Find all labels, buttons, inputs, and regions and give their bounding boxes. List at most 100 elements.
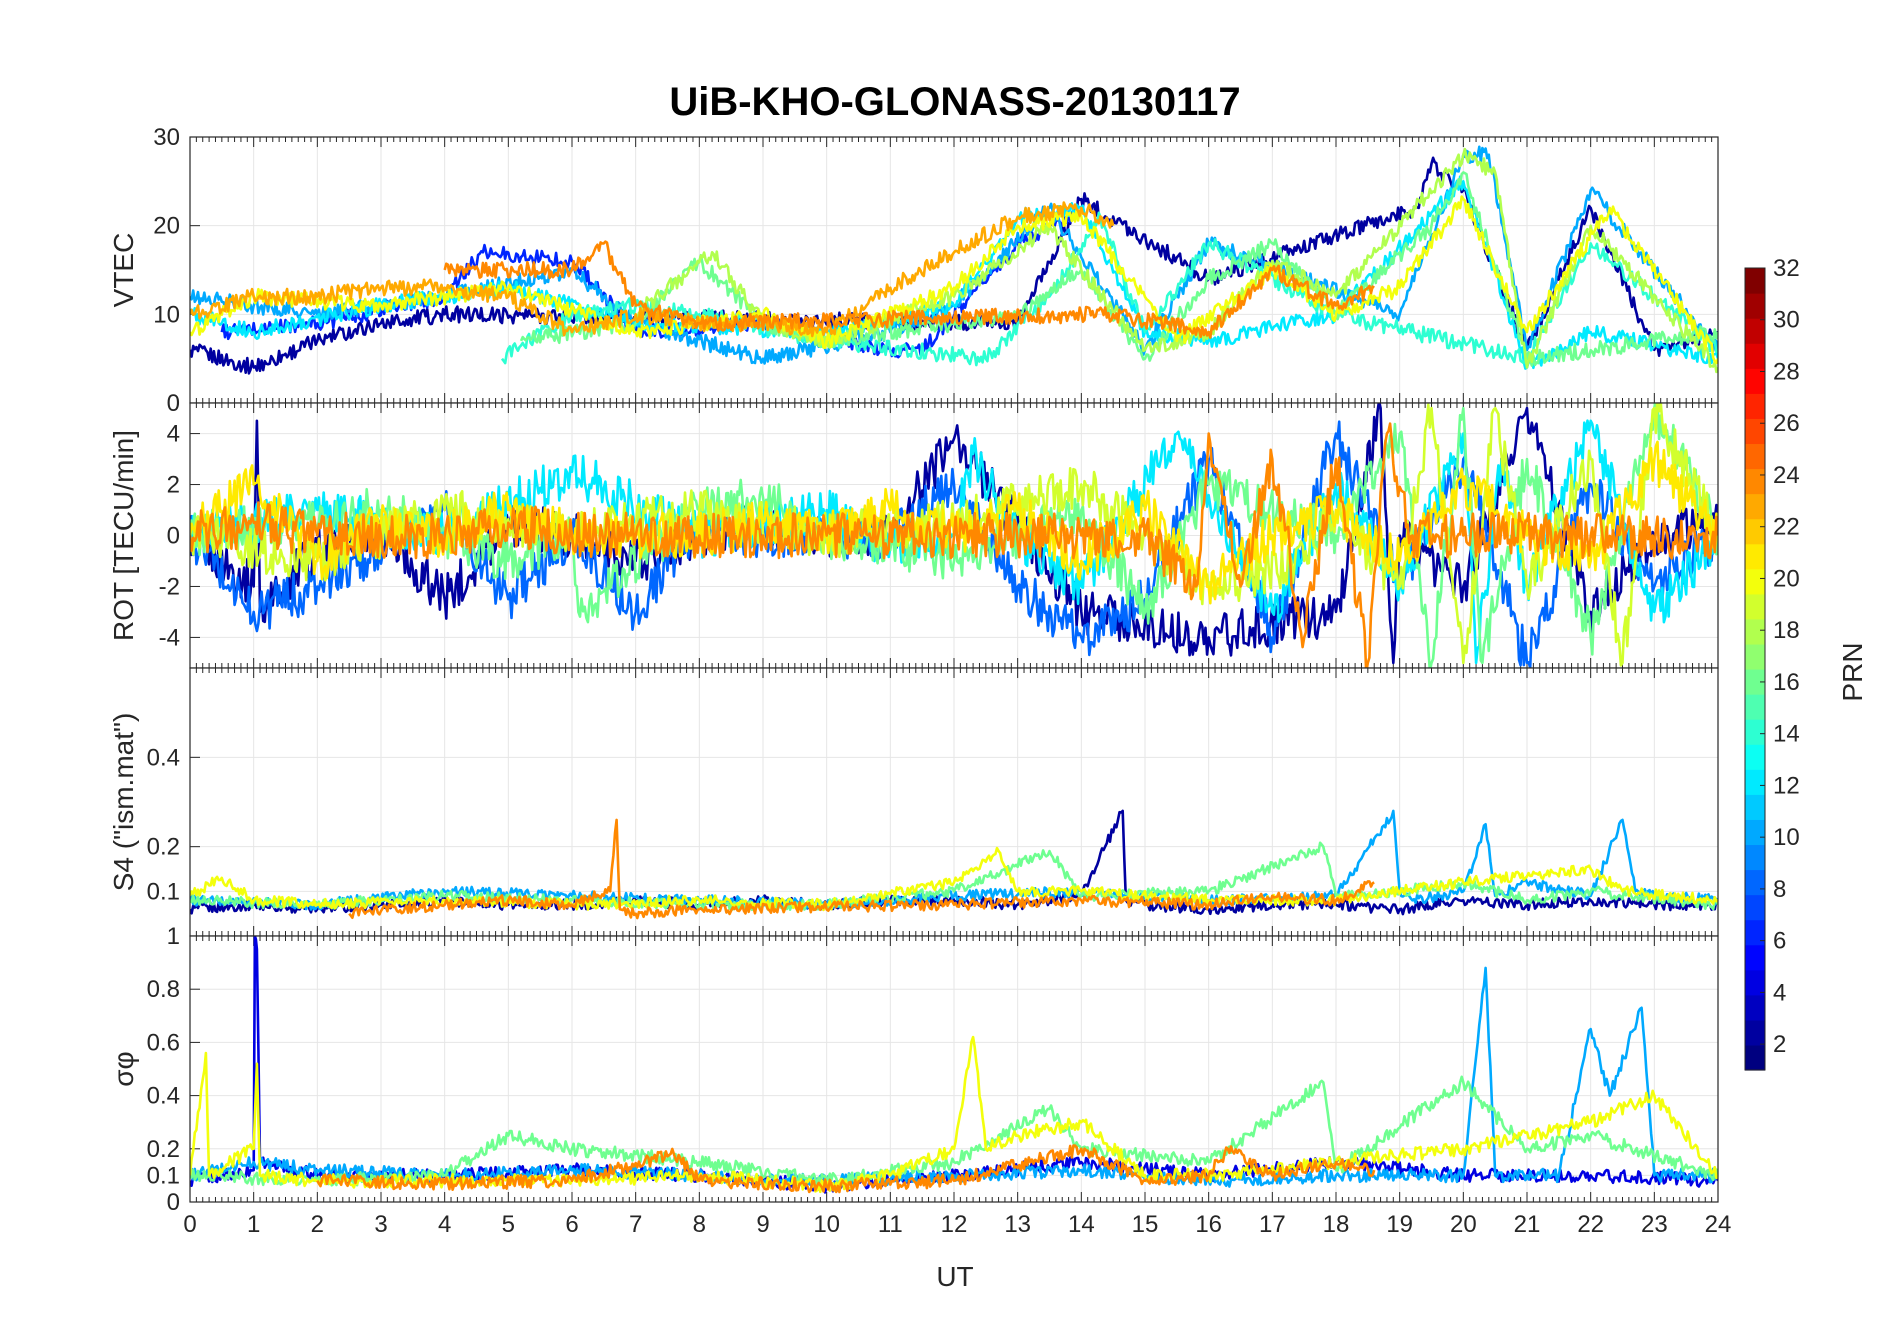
colorbar-swatch bbox=[1745, 669, 1765, 695]
colorbar-swatch bbox=[1745, 418, 1765, 445]
colorbar-swatch bbox=[1745, 618, 1765, 645]
colorbar-tick-label: 22 bbox=[1773, 514, 1800, 541]
colorbar-swatch bbox=[1745, 268, 1765, 294]
y-tick-label: 0.2 bbox=[147, 1136, 180, 1163]
colorbar-swatch bbox=[1745, 844, 1765, 871]
colorbar-swatch bbox=[1745, 719, 1765, 745]
colorbar-tick-label: 14 bbox=[1773, 721, 1800, 748]
y-tick-label: 0.4 bbox=[147, 744, 180, 771]
colorbar-swatch bbox=[1745, 769, 1765, 795]
colorbar-swatch bbox=[1745, 593, 1765, 620]
x-tick-label: 14 bbox=[1068, 1211, 1095, 1238]
colorbar-swatch bbox=[1745, 819, 1765, 846]
colorbar-swatch bbox=[1745, 543, 1765, 570]
colorbar-tick-label: 30 bbox=[1773, 307, 1800, 334]
x-tick-label: 13 bbox=[1004, 1211, 1031, 1238]
colorbar-swatch bbox=[1745, 869, 1765, 896]
y-tick-label: -4 bbox=[159, 624, 180, 651]
x-tick-label: 3 bbox=[374, 1211, 387, 1238]
colorbar-swatch bbox=[1745, 694, 1765, 720]
y-axis-label: σφ bbox=[108, 1051, 139, 1086]
colorbar-tick-label: 2 bbox=[1773, 1031, 1786, 1058]
x-tick-label: 6 bbox=[565, 1211, 578, 1238]
colorbar-swatch bbox=[1745, 744, 1765, 770]
panel-s4: 0.1 0.2 0.4 S4 ("ism.mat") bbox=[108, 667, 1719, 937]
series-prn-24 bbox=[190, 422, 1718, 668]
x-tick-label: 20 bbox=[1450, 1211, 1477, 1238]
colorbar-tick-label: 10 bbox=[1773, 824, 1800, 851]
y-tick-label: 0.4 bbox=[147, 1083, 180, 1110]
y-tick-label: 0 bbox=[167, 523, 180, 550]
colorbar-swatch bbox=[1745, 944, 1765, 971]
colorbar-swatch bbox=[1745, 518, 1765, 545]
x-tick-label: 10 bbox=[813, 1211, 840, 1238]
x-tick-label: 2 bbox=[311, 1211, 324, 1238]
y-tick-label: 0.2 bbox=[147, 834, 180, 861]
colorbar-tick-label: 26 bbox=[1773, 410, 1800, 437]
colorbar-swatch bbox=[1745, 343, 1765, 369]
series-prn-18 bbox=[634, 147, 1718, 374]
y-tick-label: -2 bbox=[159, 573, 180, 600]
series-prn-23 bbox=[190, 201, 1115, 338]
axes-frame bbox=[189, 935, 1719, 1203]
colorbar-swatch bbox=[1745, 894, 1765, 921]
x-tick-label: 18 bbox=[1323, 1211, 1350, 1238]
y-tick-label: 10 bbox=[153, 301, 180, 328]
series-prn-2 bbox=[190, 403, 1718, 665]
y-tick-label: 0.1 bbox=[147, 878, 180, 905]
colorbar-swatch bbox=[1745, 293, 1765, 319]
panel-sigma_phi: 00.10.2 0.4 0.6 0.8 1 σφ bbox=[108, 923, 1719, 1216]
x-tick-label: 5 bbox=[502, 1211, 515, 1238]
x-tick-label: 16 bbox=[1195, 1211, 1222, 1238]
colorbar-tick-label: 28 bbox=[1773, 358, 1800, 385]
colorbar-swatch bbox=[1745, 969, 1765, 996]
colorbar-swatch bbox=[1745, 318, 1765, 344]
series-prn-24 bbox=[348, 818, 1375, 920]
colorbar-label: PRN bbox=[1837, 642, 1868, 701]
colorbar-swatch bbox=[1745, 643, 1765, 670]
x-tick-label: 11 bbox=[878, 1211, 903, 1238]
series-prn-16 bbox=[190, 1075, 1718, 1188]
y-axis-label: S4 ("ism.mat") bbox=[108, 713, 139, 892]
y-tick-label: 4 bbox=[167, 421, 180, 448]
colorbar-tick-label: 24 bbox=[1773, 462, 1800, 489]
y-tick-label: 1 bbox=[167, 923, 180, 950]
y-tick-label: 20 bbox=[153, 213, 180, 240]
x-tick-label: 8 bbox=[693, 1211, 706, 1238]
colorbar-tick-label: 4 bbox=[1773, 979, 1786, 1006]
x-tick-label: 9 bbox=[756, 1211, 769, 1238]
colorbar-tick-label: 18 bbox=[1773, 617, 1800, 644]
colorbar-tick-label: 6 bbox=[1773, 928, 1786, 955]
colorbar-swatch bbox=[1745, 919, 1765, 946]
panel-vtec: 0 10 20 30 VTEC bbox=[108, 124, 1719, 417]
x-tick-label: 21 bbox=[1514, 1211, 1541, 1238]
colorbar-swatch bbox=[1745, 1019, 1765, 1046]
x-tick-label: 4 bbox=[438, 1211, 451, 1238]
y-axis-label: ROT [TECU/min] bbox=[108, 430, 139, 641]
x-tick-label: 17 bbox=[1259, 1211, 1286, 1238]
series-prn-10 bbox=[190, 809, 1718, 911]
x-tick-label: 12 bbox=[941, 1211, 968, 1238]
y-tick-label: 0.6 bbox=[147, 1029, 180, 1056]
colorbar-swatch bbox=[1745, 468, 1765, 495]
x-tick-label: 22 bbox=[1577, 1211, 1604, 1238]
series-prn-24 bbox=[443, 240, 1375, 339]
x-tick-label: 1 bbox=[247, 1211, 260, 1238]
y-tick-label: 0.8 bbox=[147, 976, 180, 1003]
colorbar-tick-label: 32 bbox=[1773, 255, 1800, 282]
x-tick-label: 19 bbox=[1386, 1211, 1413, 1238]
colorbar-frame bbox=[1744, 267, 1766, 1071]
x-tick-label: 0 bbox=[183, 1211, 196, 1238]
y-tick-label: 30 bbox=[153, 124, 180, 151]
chart-title: UiB-KHO-GLONASS-20130117 bbox=[669, 80, 1240, 124]
y-tick-label: 0 bbox=[167, 390, 180, 417]
x-axis-label: UT bbox=[936, 1261, 973, 1292]
colorbar-swatch bbox=[1745, 568, 1765, 595]
series-prn-20 bbox=[190, 195, 1718, 365]
x-tick-label: 7 bbox=[629, 1211, 642, 1238]
colorbar-swatch bbox=[1745, 393, 1765, 419]
x-tick-label: 23 bbox=[1641, 1211, 1668, 1238]
y-tick-label: 2 bbox=[167, 472, 180, 499]
